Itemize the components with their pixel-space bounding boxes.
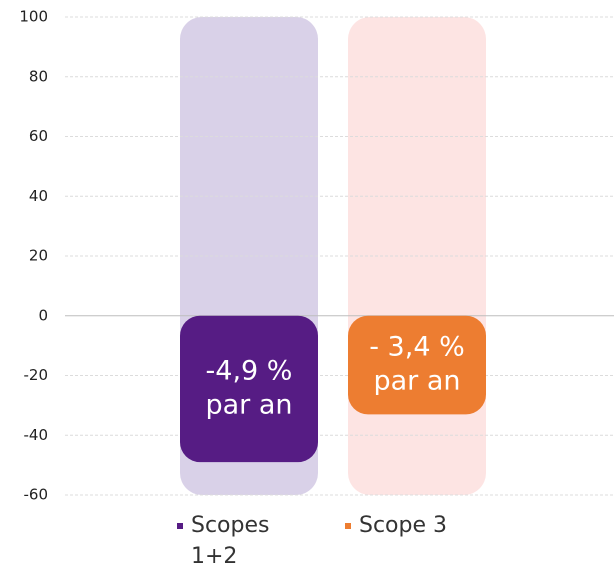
legend-label: Scope 3 [359, 513, 448, 538]
annotation: par an [373, 366, 460, 397]
legend-item: Scopes 1+2 [177, 510, 297, 572]
y-tick-label: 40 [29, 187, 48, 205]
annotation: par an [205, 389, 292, 420]
y-tick-label: -40 [24, 426, 49, 444]
y-tick-label: 100 [19, 8, 48, 26]
legend-swatch [177, 523, 183, 529]
annotation: - 3,4 % [369, 332, 465, 363]
annotation: -4,9 % [206, 355, 293, 386]
y-tick-label: 60 [29, 127, 48, 145]
y-tick-label: -20 [24, 366, 49, 384]
legend-item: Scope 3 [345, 510, 465, 541]
legend-swatch [345, 523, 351, 529]
bar [180, 315, 318, 463]
y-tick-label: 20 [29, 247, 48, 265]
bar [348, 315, 486, 415]
legend-label: Scopes 1+2 [191, 513, 270, 569]
y-tick-label: 80 [29, 67, 48, 85]
y-tick-label: -60 [24, 486, 49, 504]
y-tick-label: 0 [38, 306, 48, 324]
